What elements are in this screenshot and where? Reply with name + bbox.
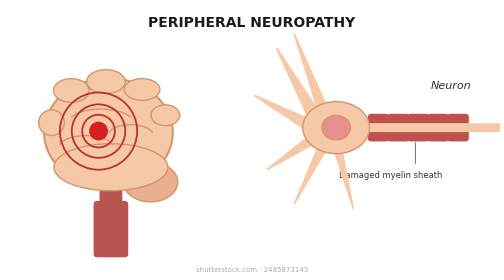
Ellipse shape <box>433 135 444 141</box>
FancyBboxPatch shape <box>447 114 469 141</box>
Polygon shape <box>500 126 504 152</box>
Ellipse shape <box>54 144 168 191</box>
Polygon shape <box>502 118 504 131</box>
Ellipse shape <box>453 135 463 141</box>
Ellipse shape <box>53 79 89 102</box>
Circle shape <box>89 122 108 141</box>
Polygon shape <box>267 136 314 171</box>
Polygon shape <box>254 95 312 131</box>
Ellipse shape <box>453 115 463 121</box>
FancyBboxPatch shape <box>94 201 128 257</box>
Polygon shape <box>276 48 320 119</box>
Polygon shape <box>293 33 327 107</box>
Polygon shape <box>501 105 504 130</box>
FancyBboxPatch shape <box>427 114 449 141</box>
Ellipse shape <box>124 79 160 101</box>
Ellipse shape <box>413 135 423 141</box>
Ellipse shape <box>123 162 178 202</box>
Polygon shape <box>502 125 504 137</box>
Ellipse shape <box>44 78 173 187</box>
Text: shutterstock.com · 2485873143: shutterstock.com · 2485873143 <box>196 267 308 273</box>
Ellipse shape <box>87 70 125 94</box>
FancyBboxPatch shape <box>366 123 504 132</box>
Ellipse shape <box>413 115 423 121</box>
FancyBboxPatch shape <box>368 114 390 141</box>
Text: PERIPHERAL NEUROPATHY: PERIPHERAL NEUROPATHY <box>148 16 356 30</box>
Ellipse shape <box>393 135 404 141</box>
FancyBboxPatch shape <box>388 114 409 141</box>
FancyBboxPatch shape <box>99 167 122 214</box>
Ellipse shape <box>151 105 180 126</box>
Ellipse shape <box>39 110 65 136</box>
Text: Damaged myelin sheath: Damaged myelin sheath <box>339 171 443 180</box>
Text: Neuron: Neuron <box>430 81 471 90</box>
Polygon shape <box>334 151 354 209</box>
Ellipse shape <box>322 115 350 140</box>
Ellipse shape <box>373 115 384 121</box>
FancyBboxPatch shape <box>407 114 429 141</box>
Ellipse shape <box>393 115 404 121</box>
Ellipse shape <box>433 115 444 121</box>
Ellipse shape <box>373 135 384 141</box>
Polygon shape <box>293 148 326 205</box>
Ellipse shape <box>303 102 369 154</box>
